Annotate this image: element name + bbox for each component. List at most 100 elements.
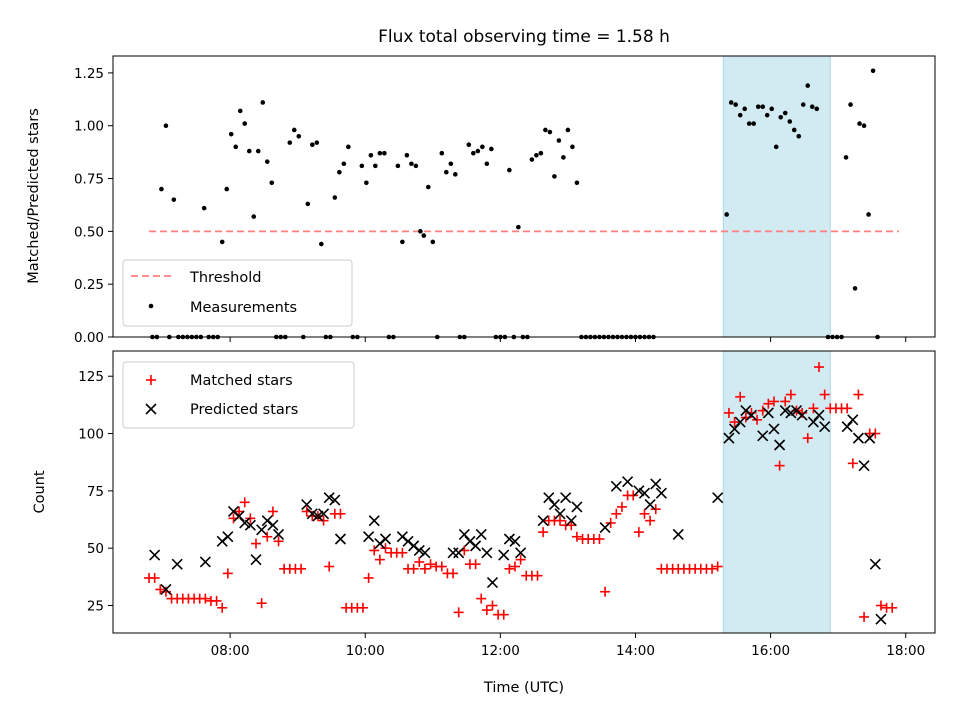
predicted-star-stroke-b bbox=[745, 409, 758, 421]
measurement-point bbox=[219, 239, 225, 245]
measurement-point bbox=[751, 121, 757, 126]
matched-star-marker bbox=[785, 389, 796, 400]
measurement-point bbox=[246, 148, 252, 154]
predicted-star-stroke-b bbox=[306, 508, 318, 520]
matched-star-marker bbox=[476, 593, 487, 604]
matched-star-marker bbox=[335, 508, 346, 519]
measurement-point bbox=[373, 163, 378, 169]
top-highlight-span bbox=[722, 55, 831, 338]
matched-star-marker bbox=[256, 598, 267, 609]
matched-star-marker bbox=[712, 561, 723, 572]
measurement-point bbox=[547, 129, 553, 135]
matched-star-marker bbox=[470, 559, 481, 570]
matched-star-marker bbox=[853, 389, 864, 400]
matched-star-marker bbox=[639, 508, 650, 519]
predicted-star-stroke-b bbox=[610, 480, 622, 492]
predicted-star-marker bbox=[813, 409, 825, 421]
predicted-star-marker bbox=[470, 540, 482, 552]
matched-star-marker bbox=[515, 554, 526, 565]
predicted-star-stroke-b bbox=[233, 510, 245, 522]
matched-star-marker bbox=[532, 570, 543, 581]
matched-star-marker bbox=[149, 572, 160, 583]
measurement-point bbox=[556, 138, 562, 143]
predicted-star-stroke-b bbox=[779, 405, 791, 417]
bottom-panel: 25 50 75 100 125 08:00 10:00 12:00 14:00 16:00 18:… bbox=[78, 350, 936, 659]
matched-star-marker bbox=[200, 593, 211, 604]
measurement-point bbox=[337, 169, 342, 175]
matched-star-marker bbox=[380, 543, 391, 554]
predicted-star-stroke-b bbox=[244, 519, 256, 531]
bottom-highlight-span bbox=[722, 350, 831, 634]
matched-star-marker bbox=[374, 554, 385, 565]
x-axis-label: Time (UTC) bbox=[483, 680, 564, 696]
matched-star-marker bbox=[262, 531, 273, 542]
predicted-star-stroke-b bbox=[470, 540, 482, 552]
predicted-star-marker bbox=[222, 531, 234, 543]
measurement-point bbox=[764, 112, 770, 118]
chart-title: Flux total observing time = 1.58 h bbox=[378, 27, 670, 47]
matched-star-marker bbox=[363, 572, 374, 583]
matched-star-marker bbox=[600, 586, 611, 597]
predicted-star-stroke-b bbox=[729, 423, 741, 435]
predicted-star-stroke-b bbox=[768, 423, 780, 435]
measurement-point bbox=[866, 212, 871, 217]
measurement-point bbox=[296, 133, 302, 139]
matched-star-marker bbox=[414, 556, 425, 567]
measurement-point bbox=[471, 150, 476, 156]
matched-star-marker bbox=[735, 391, 746, 402]
predicted-star-stroke-b bbox=[655, 487, 667, 499]
predicted-star-stroke-b bbox=[318, 508, 330, 520]
measurement-point bbox=[543, 127, 548, 133]
predicted-star-marker bbox=[368, 515, 380, 527]
predicted-star-marker bbox=[413, 544, 425, 557]
predicted-star-marker bbox=[560, 492, 572, 504]
predicted-star-stroke-b bbox=[160, 583, 172, 596]
x-tick-label: 08:00 bbox=[211, 643, 250, 659]
measurement-point bbox=[237, 108, 243, 114]
measurement-point bbox=[742, 106, 748, 112]
bottom-y-tick-label: 75 bbox=[87, 484, 104, 500]
matched-star-marker bbox=[566, 520, 577, 531]
matched-star-marker bbox=[802, 433, 813, 444]
predicted-star-stroke-b bbox=[413, 544, 425, 557]
bottom-legend-box bbox=[122, 361, 355, 429]
predicted-star-stroke-b bbox=[368, 515, 380, 527]
measurement-point bbox=[516, 224, 521, 230]
matched-star-marker bbox=[509, 561, 520, 572]
predicted-star-marker bbox=[318, 508, 330, 520]
predicted-star-stroke-b bbox=[869, 558, 881, 570]
measurement-point bbox=[805, 83, 811, 88]
predicted-star-stroke-b bbox=[267, 519, 279, 531]
matched-star-marker bbox=[504, 563, 515, 574]
predicted-star-stroke-b bbox=[272, 528, 285, 540]
measurement-point bbox=[400, 239, 405, 245]
predicted-star-marker bbox=[729, 423, 741, 435]
predicted-star-marker bbox=[565, 515, 577, 527]
predicted-star-marker bbox=[644, 499, 656, 511]
measurement-point bbox=[561, 155, 566, 160]
predicted-star-stroke-b bbox=[543, 492, 555, 504]
measurement-point bbox=[484, 161, 490, 167]
measurement-point bbox=[310, 142, 315, 148]
top-y-tick-label: 0.50 bbox=[74, 224, 104, 240]
predicted-star-marker bbox=[160, 583, 172, 596]
predicted-star-marker bbox=[745, 409, 758, 421]
x-tick-label: 12:00 bbox=[481, 643, 520, 659]
predicted-star-marker bbox=[503, 533, 515, 545]
top-y-tick-label: 0.00 bbox=[74, 330, 104, 346]
predicted-star-marker bbox=[301, 499, 313, 511]
predicted-star-stroke-b bbox=[503, 533, 515, 545]
measurement-point bbox=[163, 123, 169, 129]
predicted-star-stroke-b bbox=[633, 485, 645, 497]
measurement-point bbox=[269, 180, 275, 186]
predicted-star-stroke-b bbox=[650, 478, 662, 490]
predicted-star-stroke-b bbox=[774, 439, 786, 451]
predicted-star-marker bbox=[875, 613, 887, 625]
predicted-star-marker bbox=[785, 407, 797, 419]
predicted-star-stroke-b bbox=[554, 508, 566, 520]
matched-star-marker bbox=[211, 595, 222, 606]
predicted-star-marker bbox=[329, 494, 341, 506]
predicted-star-stroke-b bbox=[644, 499, 656, 511]
matched-star-marker bbox=[870, 428, 881, 439]
